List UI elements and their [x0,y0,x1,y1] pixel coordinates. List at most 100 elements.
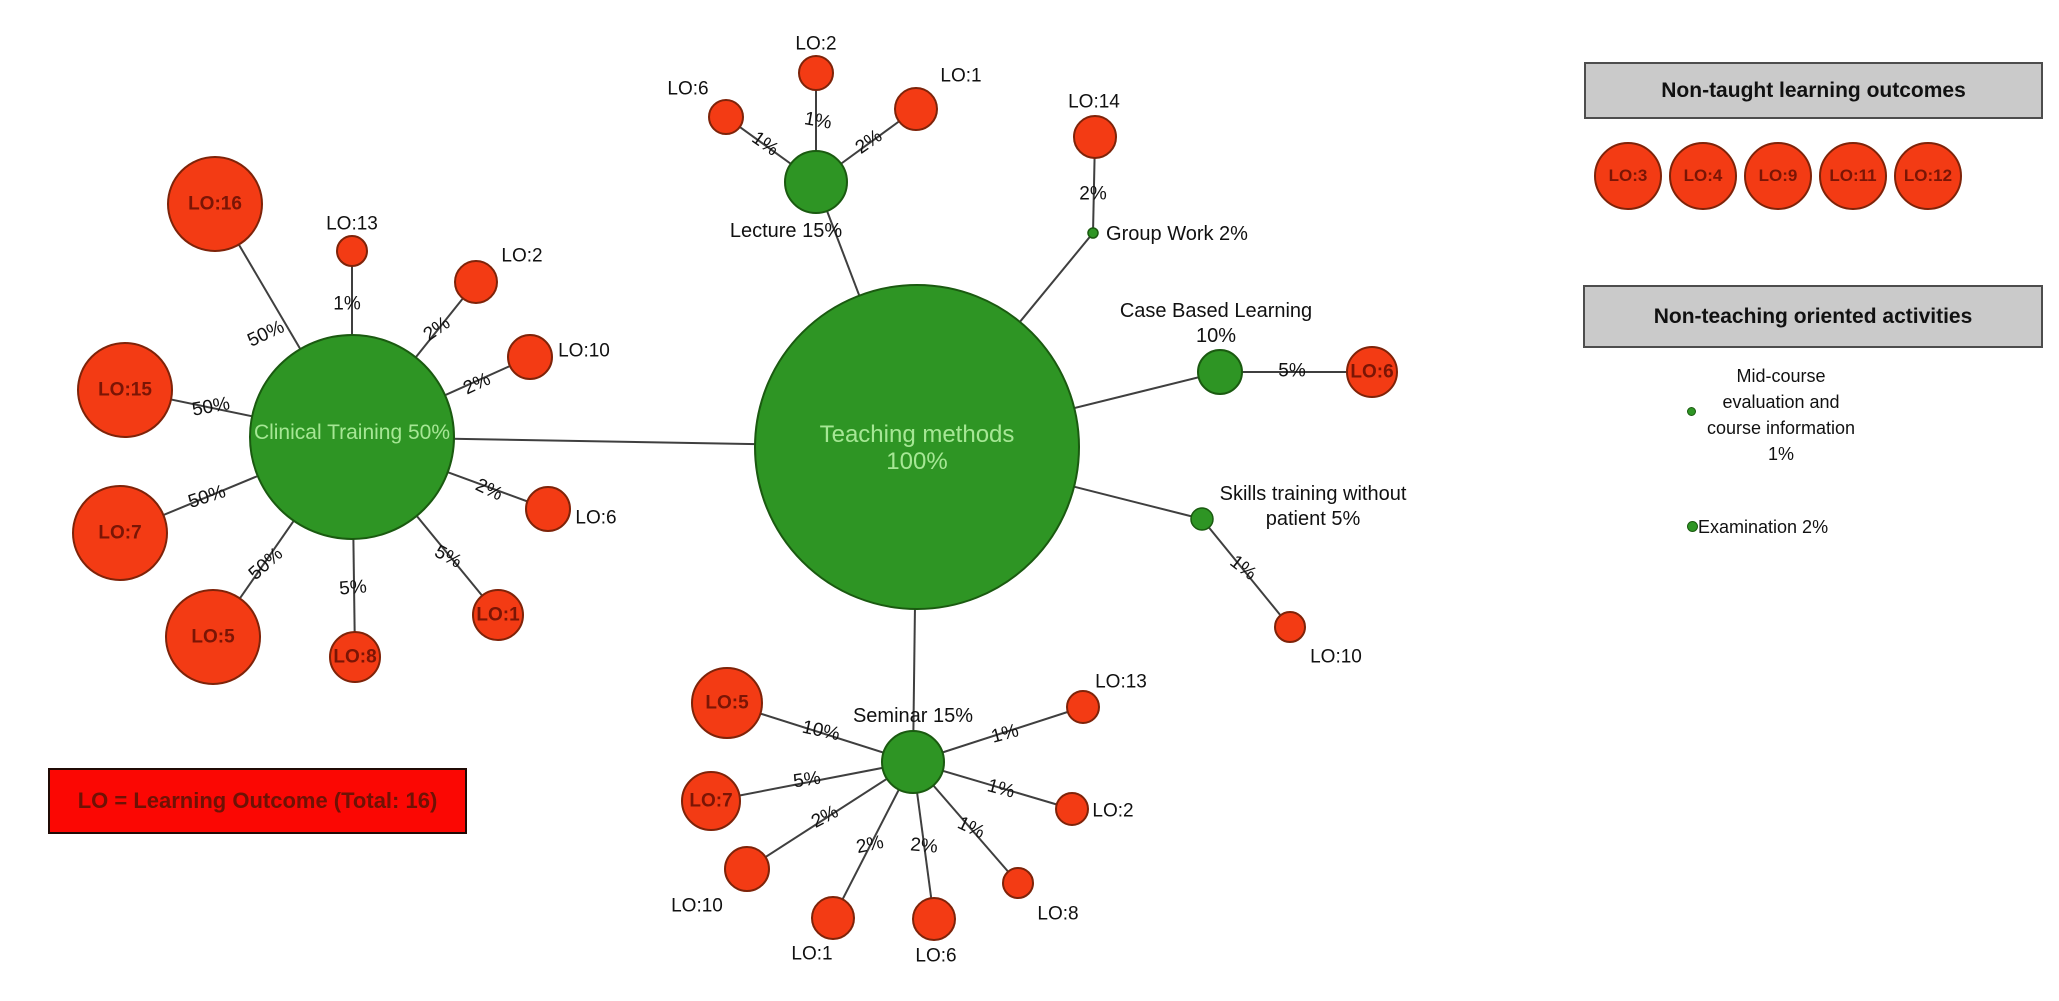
label-clinical-training-line-1: Clinical Training 50% [254,421,450,444]
node-clinical-training-lo10 [507,334,553,380]
node-seminar-lo10 [724,846,770,892]
pct-label-seminar-lo13: 1% [989,720,1021,747]
label-seminar-line-1: Seminar 15% [853,705,973,727]
mid-course-evaluation-item: Mid-course evaluation and course informa… [1661,363,1901,467]
mid-course-line-3: course information [1706,418,1856,438]
pct-label-seminar-lo6: 2% [909,834,938,857]
label-clinical-training-lo13: LO:13 [326,214,378,235]
label-clinical-training-lo10: LO:10 [558,341,610,362]
label-case-based-learning-lo6: LO:6 [1350,362,1393,383]
node-lecture-lo1 [894,87,938,131]
node-case-based-learning-lo6 [1346,346,1398,398]
label-seminar-lo13: LO:13 [1095,672,1147,693]
label-clinical-training-lo16: LO:16 [188,194,242,215]
pct-label-seminar-lo1: 2% [854,832,885,858]
label-clinical-training-lo1: LO:1 [476,605,520,626]
label-lecture: Lecture 15% [730,220,843,242]
examination-item: Examination 2% [1698,517,1828,538]
node-clinical-training [249,334,455,540]
label-clinical-training: Clinical Training 50% [254,421,450,444]
non-taught-lo9-label: LO:9 [1758,166,1798,185]
mid-course-bullet-dot [1687,407,1696,416]
node-seminar-lo13 [1066,690,1100,724]
label-skills-training-without-patient-line-1: Skills training without [1220,483,1407,505]
label-teaching-methods: Teaching methods 100% [820,421,1015,475]
label-lecture-lo6: LO:6 [667,79,708,100]
label-skills-training-without-patient-lo10: LO:10 [1310,647,1362,668]
label-teaching-methods-line-1: Teaching methods [820,421,1015,448]
examination-bullet-dot [1687,521,1698,532]
non-taught-lo4-circle: LO:4 [1669,142,1737,210]
pct-label-seminar-lo7: 5% [792,768,822,793]
node-clinical-training-lo8 [329,631,381,683]
pct-label-clinical-training-lo15: 50% [190,393,231,420]
non-taught-lo9-circle: LO:9 [1744,142,1812,210]
edge-seminar-lo7 [710,761,914,802]
edge-skills-training-without-patient-lo10 [1201,518,1291,628]
mid-course-line-1: Mid-course [1736,366,1826,386]
node-skills-training-without-patient [1190,507,1214,531]
label-group-work-line-1: Group Work 2% [1106,223,1248,245]
pct-label-seminar-lo2: 1% [985,775,1017,802]
label-lecture-lo2: LO:2 [795,34,836,55]
node-seminar-lo7 [681,771,741,831]
pct-label-clinical-training-lo5: 50% [245,543,287,584]
non-teaching-activities-header: Non-teaching oriented activities [1583,285,2043,348]
label-lecture-lo1: LO:1 [940,66,981,87]
non-taught-lo3-label: LO:3 [1608,166,1648,185]
label-clinical-training-lo2: LO:2 [501,246,542,267]
node-clinical-training-lo1 [472,589,524,641]
mid-course-line-4: 1% [1767,444,1794,464]
node-seminar [881,730,945,794]
pct-label-clinical-training-lo2: 2% [420,312,455,345]
label-group-work-lo14: LO:14 [1068,92,1120,113]
pct-label-skills-training-without-patient-lo10: 1% [1226,551,1261,585]
lo-legend-label: LO = Learning Outcome (Total: 16) [77,788,438,813]
node-group-work [1087,227,1099,239]
non-taught-lo11-label: LO:11 [1829,166,1877,185]
node-clinical-training-lo16 [167,156,263,252]
label-case-based-learning: Case Based Learning 10% [1120,300,1312,347]
pct-label-clinical-training-lo7: 50% [186,481,229,513]
node-skills-training-without-patient-lo10 [1274,611,1306,643]
non-taught-outcomes-header: Non-taught learning outcomes [1584,62,2043,119]
non-taught-lo12-label: LO:12 [1903,166,1953,185]
node-teaching-methods [754,284,1080,610]
pct-label-clinical-training-lo10: 2% [460,369,494,400]
label-clinical-training-lo6: LO:6 [575,508,616,529]
label-lecture-line-1: Lecture 15% [730,220,843,242]
edge-seminar-lo10 [746,761,914,870]
node-seminar-lo6 [912,897,956,941]
pct-label-seminar-lo8: 1% [954,813,988,844]
pct-label-lecture-lo2: 1% [803,108,834,133]
node-lecture-lo6 [708,99,744,135]
label-seminar: Seminar 15% [853,705,973,727]
label-seminar-lo6: LO:6 [915,946,956,967]
pct-label-seminar-lo5: 10% [800,717,842,745]
non-taught-outcomes-title: Non-taught learning outcomes [1661,78,1966,102]
node-lecture [784,150,848,214]
pct-label-clinical-training-lo8: 5% [338,576,367,599]
label-seminar-lo10: LO:10 [671,896,723,917]
label-case-based-learning-line-1: Case Based Learning [1120,300,1312,322]
node-seminar-lo5 [691,667,763,739]
node-case-based-learning [1197,349,1243,395]
mid-course-line-2: evaluation and [1722,392,1840,412]
label-seminar-lo5: LO:5 [705,693,749,714]
label-skills-training-without-patient: Skills training without patient 5% [1220,483,1407,530]
node-seminar-lo8 [1002,867,1034,899]
pct-label-case-based-learning-lo6: 5% [1278,361,1306,382]
lo-legend-box: LO = Learning Outcome (Total: 16) [48,768,467,834]
node-seminar-lo2 [1055,792,1089,826]
label-seminar-lo8: LO:8 [1037,904,1078,925]
node-clinical-training-lo2 [454,260,498,304]
node-lecture-lo2 [798,55,834,91]
node-clinical-training-lo5 [165,589,261,685]
label-clinical-training-lo8: LO:8 [333,647,376,668]
label-group-work: Group Work 2% [1106,223,1248,245]
node-seminar-lo1 [811,896,855,940]
non-taught-lo11-circle: LO:11 [1819,142,1887,210]
node-clinical-training-lo6 [525,486,571,532]
